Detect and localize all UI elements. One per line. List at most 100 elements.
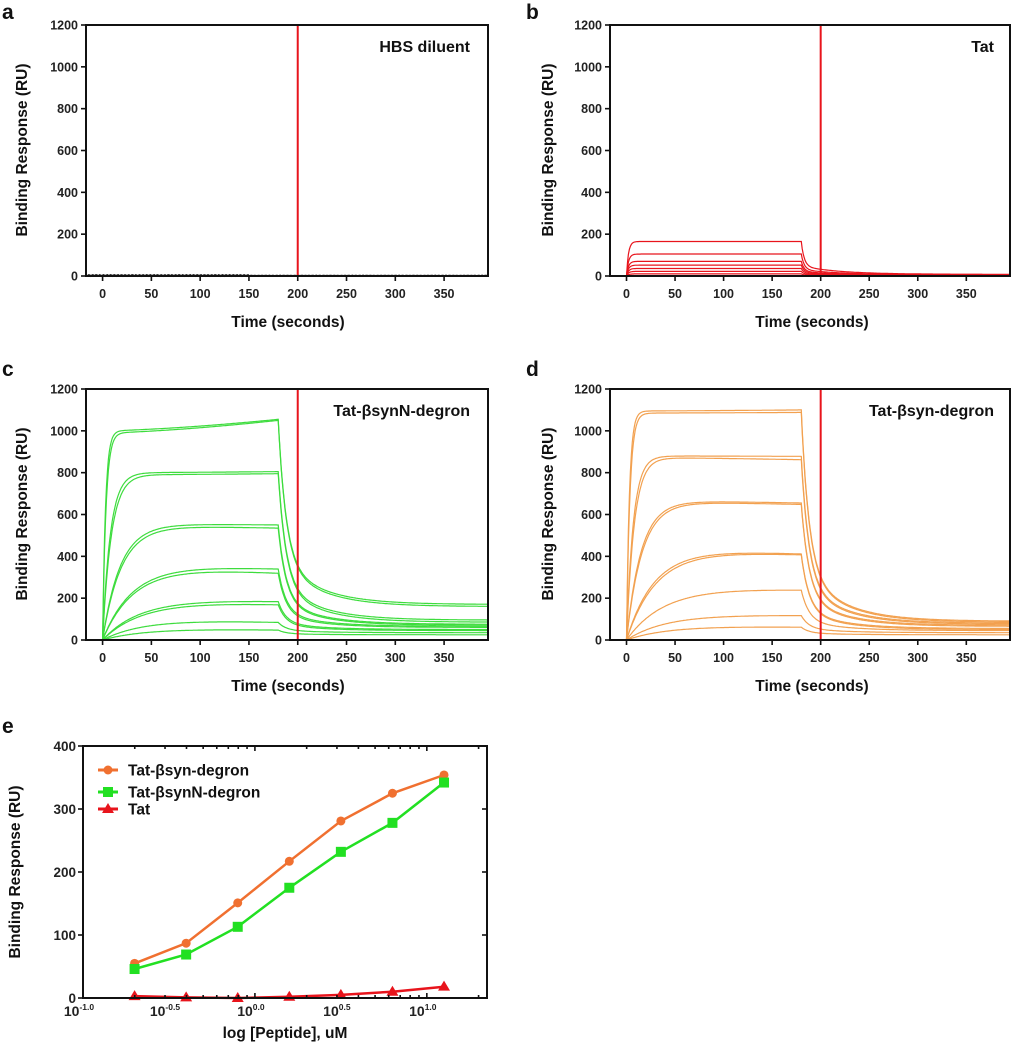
y-tick-label: 400 — [53, 739, 76, 754]
sensorgram-curve — [610, 614, 1010, 641]
x-tick-label: 100 — [190, 651, 211, 665]
y-tick-label: 600 — [57, 144, 78, 158]
x-tick-label: 300 — [907, 651, 928, 665]
y-axis-title-b: Binding Response (RU) — [540, 63, 557, 236]
x-tick-label: 350 — [434, 651, 455, 665]
annotation-tat-bsyn-degron: Tat-βsyn-degron — [869, 403, 994, 420]
plot-frame — [609, 24, 1011, 277]
y-tick-label: 200 — [57, 592, 78, 606]
annotation-tat: Tat — [971, 39, 994, 56]
panel-a: a 0 200 400 600 800 1000 1200 0 50 100 150 200 250 30… — [2, 1, 489, 331]
sensorgram-curve — [610, 502, 1010, 641]
x-tick-label: 50 — [668, 287, 682, 301]
plot-frame — [609, 388, 1011, 641]
data-point — [387, 788, 397, 798]
dose-response-series — [128, 770, 451, 1002]
legend-marker — [102, 803, 114, 813]
y-tick-label: 800 — [57, 102, 78, 116]
data-point — [334, 988, 347, 999]
sensorgram-curve — [610, 589, 1010, 641]
y-tick-label: 0 — [595, 634, 602, 648]
y-tick-label: 600 — [581, 508, 602, 522]
x-tick-label: 150 — [762, 651, 783, 665]
annotation-hbs-diluent: HBS diluent — [379, 39, 470, 56]
data-point — [336, 816, 346, 826]
x-tick-label: 100.0 — [237, 1002, 265, 1019]
x-tick-label: 150 — [239, 287, 260, 301]
y-tick-label: 1200 — [574, 19, 602, 33]
y-tick-label: 0 — [68, 991, 76, 1006]
panel-letter-d: d — [526, 358, 539, 381]
data-point — [439, 770, 449, 780]
x-axis-title-c: Time (seconds) — [231, 678, 344, 695]
data-point — [233, 898, 243, 908]
y-tick-label: 1200 — [50, 383, 78, 397]
y-tick-label: 800 — [581, 466, 602, 480]
x-tick-label: 250 — [336, 287, 357, 301]
data-point — [181, 949, 192, 960]
y-tick-label: 800 — [581, 102, 602, 116]
sensorgram-curve — [86, 629, 488, 641]
y-tick-label: 200 — [581, 228, 602, 242]
x-axis-title-a: Time (seconds) — [231, 314, 344, 331]
y-tick-label: 800 — [57, 466, 78, 480]
x-tick-label: 250 — [336, 651, 357, 665]
x-tick-label: 200 — [287, 651, 308, 665]
axis-ticks-c: 0 200 400 600 800 1000 1200 0 50 100 150 200 250 300 3… — [50, 383, 489, 665]
panel-letter-a: a — [2, 1, 14, 24]
data-point — [129, 964, 140, 975]
x-tick-label: 100 — [713, 287, 734, 301]
x-axis-title-e: log [Peptide], uM — [223, 1025, 348, 1042]
y-tick-label: 0 — [71, 634, 78, 648]
x-tick-label: 100.5 — [323, 1002, 351, 1019]
y-tick-label: 200 — [581, 592, 602, 606]
sensorgram-curve — [610, 411, 1010, 641]
sensorgram-curve — [610, 626, 1010, 641]
y-axis-title-d: Binding Response (RU) — [540, 427, 557, 600]
x-tick-label: 100 — [190, 287, 211, 301]
x-tick-label: 101.0 — [409, 1002, 437, 1019]
data-point — [438, 980, 451, 991]
x-tick-label: 350 — [956, 651, 977, 665]
panel-letter-e: e — [2, 715, 14, 738]
y-tick-label: 1000 — [50, 60, 78, 74]
y-tick-label: 0 — [71, 270, 78, 284]
legend-label: Tat — [128, 802, 150, 819]
sensorgram-curve — [86, 473, 488, 641]
x-tick-label: 10-1.0 — [64, 1002, 94, 1019]
x-tick-label: 50 — [668, 651, 682, 665]
x-tick-label: 0 — [623, 651, 630, 665]
panel-d: d 0 200 400 600 800 1000 1200 0 50 100 150 200 250 30… — [526, 358, 1011, 695]
x-tick-label: 0 — [99, 651, 106, 665]
y-axis-title-a: Binding Response (RU) — [14, 63, 31, 236]
x-tick-label: 10-0.5 — [150, 1002, 180, 1019]
sensorgram-curve — [610, 457, 1010, 641]
y-tick-label: 600 — [581, 144, 602, 158]
x-tick-label: 300 — [907, 287, 928, 301]
x-tick-label: 200 — [810, 287, 831, 301]
sensorgram-curve — [86, 571, 488, 641]
plot-frame — [85, 24, 489, 277]
sensorgram-curve — [610, 553, 1010, 641]
x-tick-label: 250 — [859, 651, 880, 665]
axis-ticks-e: 0 100 200 300 400 10-1.0 10-0.5 100.0 100.5 101.0 — [53, 739, 488, 1019]
data-point — [284, 882, 295, 893]
annotation-tat-bsynn-degron: Tat-βsynN-degron — [333, 403, 470, 420]
legend-marker — [103, 765, 113, 775]
x-tick-label: 100 — [713, 651, 734, 665]
sensorgram-curves-b — [610, 25, 1010, 277]
data-point — [386, 985, 399, 996]
x-tick-label: 0 — [99, 287, 106, 301]
x-axis-title-b: Time (seconds) — [755, 314, 868, 331]
y-tick-label: 300 — [53, 802, 76, 817]
x-tick-label: 150 — [239, 651, 260, 665]
legend-label: Tat-βsyn-degron — [128, 763, 249, 780]
x-tick-label: 200 — [810, 651, 831, 665]
x-tick-label: 50 — [144, 651, 158, 665]
data-point — [387, 817, 398, 828]
series-line — [134, 773, 445, 965]
y-tick-label: 400 — [57, 186, 78, 200]
panel-b: b 0 200 400 600 800 1000 1200 0 50 100 150 200 250 30… — [526, 1, 1011, 331]
y-tick-label: 400 — [581, 186, 602, 200]
